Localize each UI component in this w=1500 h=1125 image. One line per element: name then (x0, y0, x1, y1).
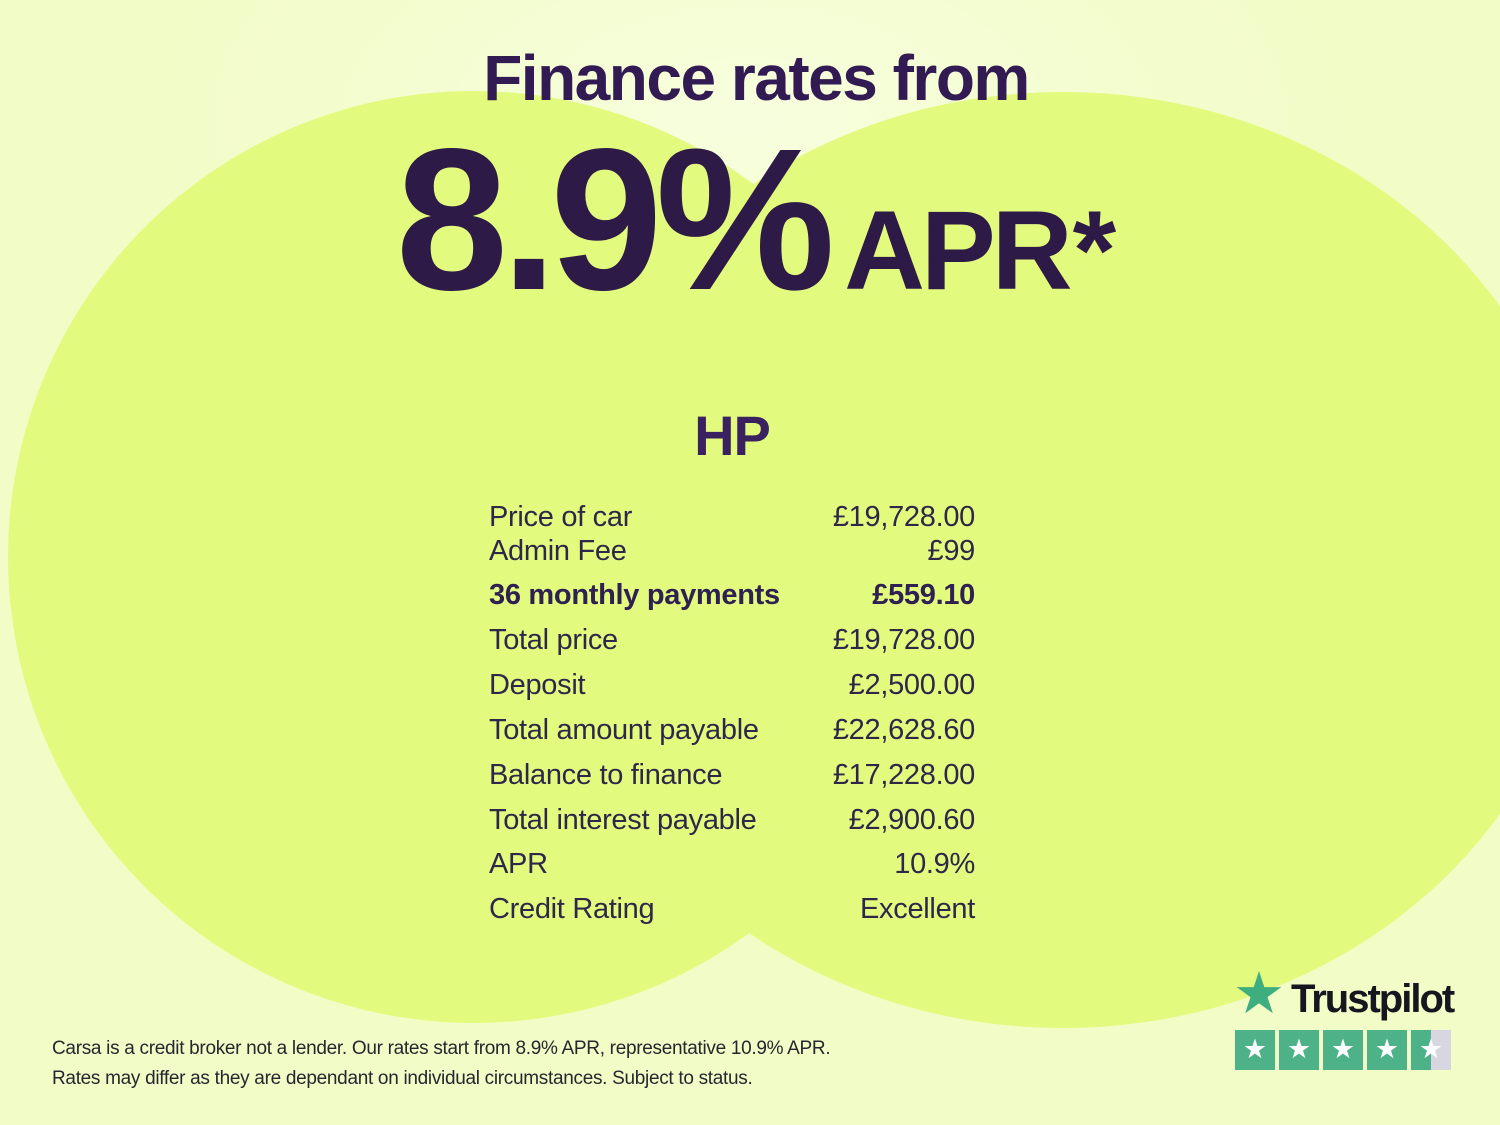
row-value: 10.9% (894, 848, 975, 880)
row-value: £559.10 (872, 579, 975, 611)
row-value: Excellent (860, 893, 975, 925)
row-label: Price of car (489, 501, 633, 533)
trustpilot-wordmark: Trustpilot (1291, 977, 1455, 1021)
row-value: £22,628.60 (832, 714, 975, 746)
table-row: Deposit £2,500.00 (489, 668, 975, 702)
row-label: Admin Fee (489, 535, 627, 567)
star-icon: ★ (1242, 1034, 1268, 1065)
rating-star-box-half: ★ (1411, 1030, 1451, 1070)
rating-star-box: ★ (1279, 1030, 1319, 1070)
right-circle (543, 92, 1500, 1028)
row-label: Total interest payable (489, 804, 757, 836)
row-value: £17,228.00 (832, 759, 975, 791)
trustpilot-rating: ★ ★ ★ ★ ★ (1235, 1030, 1455, 1070)
rate-asterisk: * (1072, 188, 1117, 313)
row-label: Credit Rating (489, 893, 655, 925)
rating-star-box: ★ (1367, 1030, 1407, 1070)
rating-star-box: ★ (1323, 1030, 1363, 1070)
table-row: Total amount payable £22,628.60 (489, 713, 975, 747)
table-row: Total price £19,728.00 (489, 623, 975, 657)
rate-suffix: APR (844, 188, 1072, 313)
row-value: £99 (927, 535, 976, 567)
star-icon: ★ (1330, 1034, 1356, 1065)
table-row: Admin Fee £99 (489, 534, 975, 568)
row-value: £19,728.00 (832, 624, 975, 656)
row-label: Total amount payable (489, 714, 759, 746)
table-row: Balance to finance £17,228.00 (489, 758, 975, 792)
table-row: Price of car £19,728.00 (489, 500, 975, 534)
rate-line: 8.9% APR * (6, 118, 1500, 320)
row-value: £2,500.00 (848, 669, 976, 701)
rating-star-box: ★ (1235, 1030, 1275, 1070)
row-label: APR (489, 848, 548, 880)
disclaimer-line-2: Rates may differ as they are dependant o… (52, 1068, 753, 1089)
rate-value: 8.9% (395, 106, 835, 332)
row-value: £19,728.00 (832, 501, 975, 533)
star-icon: ★ (1286, 1034, 1312, 1065)
table-row: APR 10.9% (489, 847, 975, 881)
disclaimer-line-1: Carsa is a credit broker not a lender. O… (52, 1038, 831, 1059)
row-label: Balance to finance (489, 759, 723, 791)
star-icon: ★ (1374, 1034, 1400, 1065)
table-row: Total interest payable £2,900.60 (489, 803, 975, 837)
row-value: £2,900.60 (848, 804, 976, 836)
row-label: 36 monthly payments (489, 579, 780, 611)
table-row: Credit Rating Excellent (489, 892, 975, 926)
row-label: Deposit (489, 669, 586, 701)
table-row-monthly-payments: 36 monthly payments £559.10 (489, 578, 975, 612)
star-icon: ★ (1418, 1034, 1444, 1065)
section-title-hp: HP (694, 404, 771, 467)
headline: Finance rates from (483, 42, 1030, 114)
disclaimer: Carsa is a credit broker not a lender. O… (52, 1034, 872, 1094)
row-label: Total price (489, 624, 618, 656)
trustpilot-star-icon: ★ (1233, 959, 1285, 1027)
